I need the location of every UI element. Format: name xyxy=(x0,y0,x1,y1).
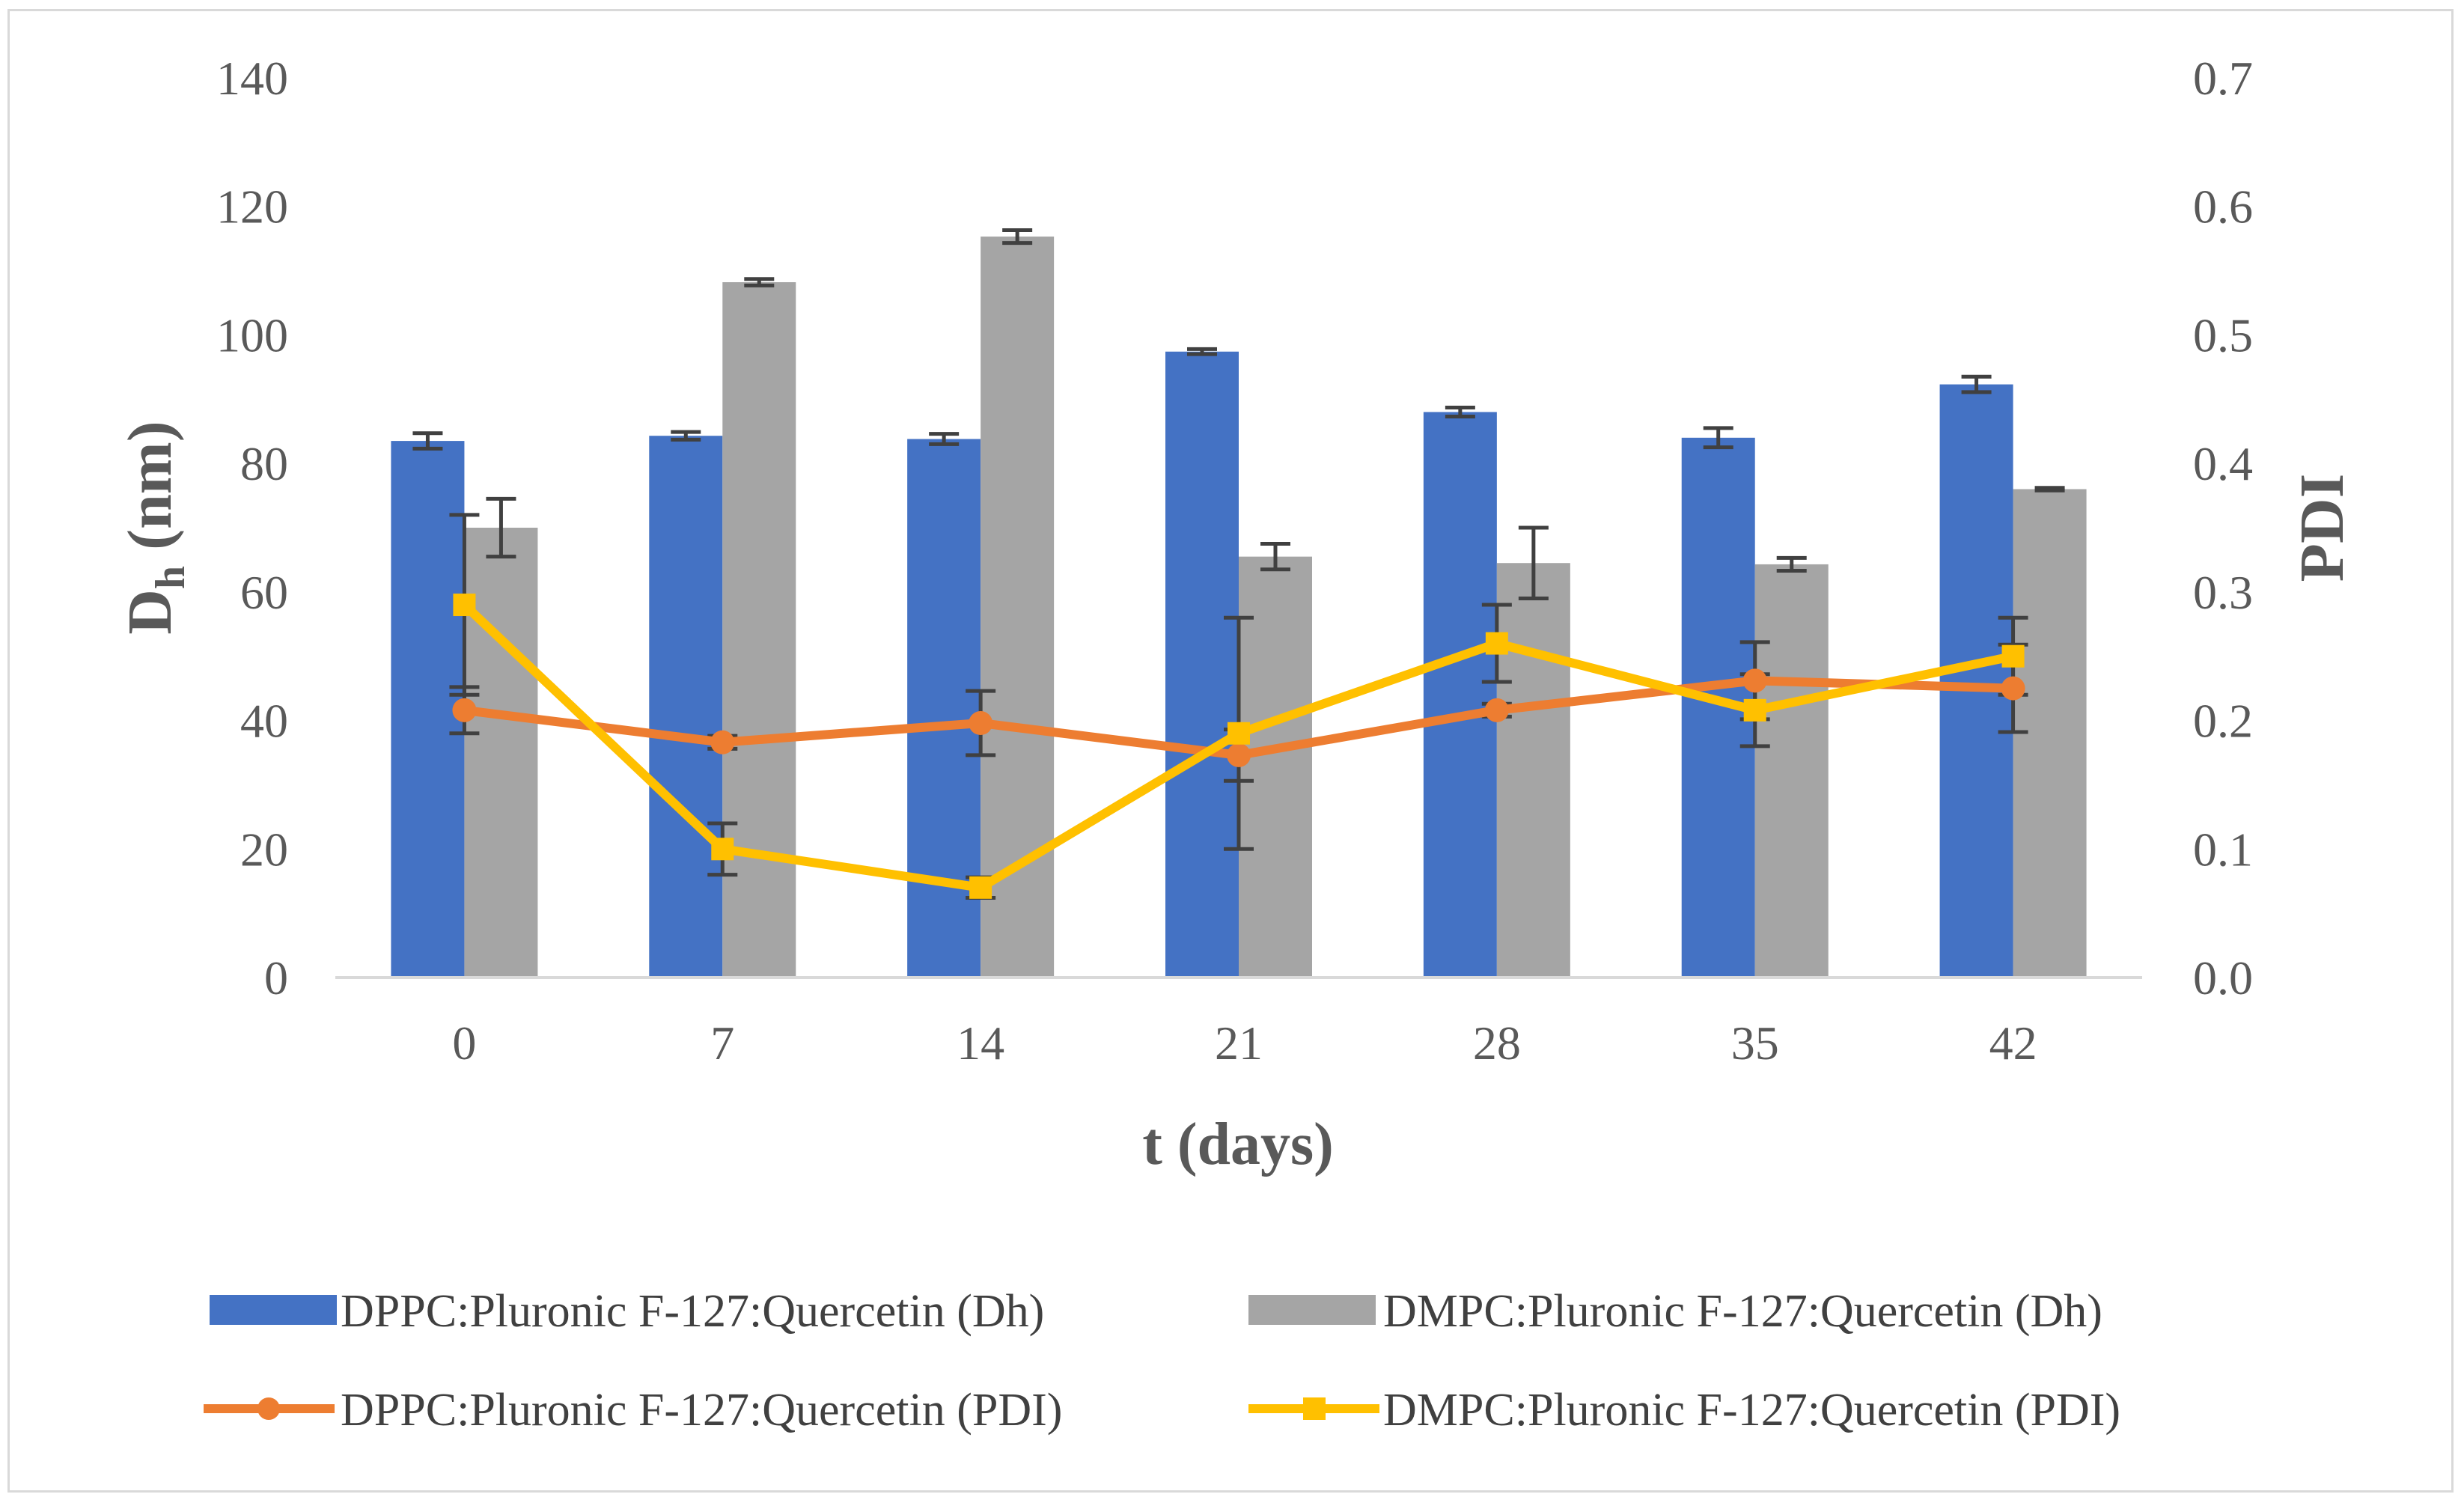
pdi-point-dmpc-21 xyxy=(1228,722,1250,745)
x-tick-label: 7 xyxy=(710,1016,734,1070)
plot-area: 0204060801001201400.00.10.20.30.40.50.60… xyxy=(216,52,2253,1070)
y-tick-label: 40 xyxy=(240,695,288,748)
y2-tick-label: 0.2 xyxy=(2193,695,2253,748)
y-tick-label: 120 xyxy=(216,180,288,234)
bar-dmpc-0 xyxy=(464,528,538,978)
bar-dmpc-21 xyxy=(1239,556,1312,978)
legend-marker-dmpc-pdi xyxy=(1303,1397,1326,1420)
y-tick-label: 20 xyxy=(240,823,288,876)
pdi-point-dppc-14 xyxy=(969,711,993,736)
y2-tick-label: 0.6 xyxy=(2193,180,2253,234)
x-tick-label: 21 xyxy=(1215,1016,1263,1070)
y2-axis-title: PDI xyxy=(2287,474,2357,582)
pdi-point-dmpc-35 xyxy=(1743,698,1766,722)
y2-tick-label: 0.5 xyxy=(2193,308,2253,362)
legend-swatch-dmpc-dh xyxy=(1248,1295,1376,1325)
y-axis-title-main: D xyxy=(115,589,185,635)
pdi-point-dmpc-14 xyxy=(969,876,992,899)
y-tick-label: 0 xyxy=(264,951,288,1004)
pdi-point-dmpc-42 xyxy=(2001,644,2025,668)
y-tick-label: 140 xyxy=(216,52,288,105)
y-axis-title-sub: h xyxy=(147,566,194,589)
pdi-point-dppc-0 xyxy=(452,698,477,722)
legend-label-dppc-pdi: DPPC:Pluronic F-127:Quercetin (PDI) xyxy=(341,1385,1062,1436)
pdi-point-dmpc-28 xyxy=(1485,632,1508,655)
pdi-point-dppc-21 xyxy=(1227,743,1251,767)
legend-label-dmpc-dh: DMPC:Pluronic F-127:Quercetin (Dh) xyxy=(1383,1286,2102,1337)
bar-dmpc-35 xyxy=(1754,564,1829,978)
pdi-point-dmpc-7 xyxy=(711,838,734,861)
pdi-point-dmpc-0 xyxy=(453,594,476,617)
y-tick-label: 100 xyxy=(216,308,288,362)
y2-tick-label: 0.0 xyxy=(2193,951,2253,1004)
pdi-point-dppc-42 xyxy=(2001,676,2025,701)
legend-label-dmpc-pdi: DMPC:Pluronic F-127:Quercetin (PDI) xyxy=(1383,1385,2120,1436)
y2-tick-label: 0.7 xyxy=(2193,52,2253,105)
y2-tick-label: 0.1 xyxy=(2193,823,2253,876)
chart-frame xyxy=(7,9,2454,1493)
y2-tick-label: 0.4 xyxy=(2193,437,2253,490)
x-tick-label: 14 xyxy=(957,1016,1004,1070)
pdi-point-dppc-7 xyxy=(710,730,735,754)
bar-dmpc-28 xyxy=(1496,563,1570,978)
legend-label-dppc-dh: DPPC:Pluronic F-127:Quercetin (Dh) xyxy=(341,1286,1044,1337)
bar-dppc-7 xyxy=(649,436,723,978)
bar-dppc-21 xyxy=(1165,351,1239,978)
bar-dppc-42 xyxy=(1939,384,2013,978)
y-axis-title: Dh (nm) xyxy=(115,421,194,634)
x-tick-label: 28 xyxy=(1473,1016,1521,1070)
x-tick-label: 35 xyxy=(1731,1016,1779,1070)
y2-tick-label: 0.3 xyxy=(2193,566,2253,619)
legend-swatch-dppc-dh xyxy=(210,1295,337,1325)
pdi-point-dppc-28 xyxy=(1484,698,1509,722)
bar-dppc-28 xyxy=(1423,412,1497,978)
bar-dppc-0 xyxy=(391,441,465,978)
y-axis-title-rest: (nm) xyxy=(115,421,185,566)
legend-marker-dppc-pdi xyxy=(257,1397,280,1420)
x-tick-label: 42 xyxy=(1989,1016,2037,1070)
pdi-point-dppc-35 xyxy=(1742,668,1767,693)
y-tick-label: 80 xyxy=(240,437,288,490)
x-axis-title: t (days) xyxy=(1142,1112,1334,1177)
legend: DPPC:Pluronic F-127:Quercetin (Dh) DMPC:… xyxy=(204,1286,2120,1436)
y-tick-label: 60 xyxy=(240,566,288,619)
x-tick-label: 0 xyxy=(452,1016,476,1070)
